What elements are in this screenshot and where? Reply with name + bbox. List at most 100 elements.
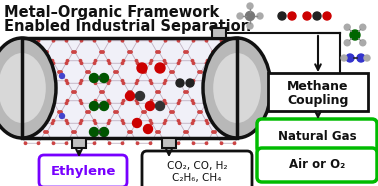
Circle shape <box>37 120 40 122</box>
Circle shape <box>86 71 88 73</box>
Circle shape <box>214 51 216 53</box>
Circle shape <box>52 80 55 82</box>
Circle shape <box>149 80 152 82</box>
Circle shape <box>90 73 99 83</box>
Circle shape <box>79 122 82 124</box>
Circle shape <box>51 122 54 124</box>
Circle shape <box>135 60 138 62</box>
Circle shape <box>214 131 216 133</box>
Circle shape <box>46 51 48 53</box>
Circle shape <box>344 40 350 46</box>
Circle shape <box>74 91 76 93</box>
Circle shape <box>186 51 188 53</box>
Circle shape <box>278 12 286 20</box>
Circle shape <box>135 122 138 124</box>
Circle shape <box>24 102 27 105</box>
Circle shape <box>136 62 139 65</box>
Circle shape <box>303 12 311 20</box>
Circle shape <box>52 40 55 42</box>
Circle shape <box>58 71 60 73</box>
Text: C₂H₆, CH₄: C₂H₆, CH₄ <box>172 173 222 183</box>
Text: Air or O₂: Air or O₂ <box>289 158 345 171</box>
Bar <box>22 38 237 138</box>
Circle shape <box>149 102 152 105</box>
Circle shape <box>212 131 214 133</box>
Ellipse shape <box>203 38 271 138</box>
Circle shape <box>65 40 68 42</box>
Circle shape <box>184 91 186 93</box>
Circle shape <box>219 122 222 124</box>
Circle shape <box>205 40 208 42</box>
Circle shape <box>155 63 165 73</box>
Circle shape <box>18 131 20 133</box>
Circle shape <box>24 80 27 82</box>
Circle shape <box>122 122 125 124</box>
Circle shape <box>192 80 195 82</box>
Circle shape <box>144 124 152 134</box>
Text: Coupling: Coupling <box>287 94 349 107</box>
Circle shape <box>24 142 27 145</box>
Circle shape <box>122 82 125 84</box>
Circle shape <box>150 82 153 84</box>
Circle shape <box>88 111 90 113</box>
Circle shape <box>51 100 54 102</box>
Circle shape <box>240 51 242 53</box>
Circle shape <box>220 40 223 42</box>
Circle shape <box>164 142 167 145</box>
Circle shape <box>149 62 152 65</box>
Circle shape <box>220 142 223 145</box>
Circle shape <box>80 62 83 65</box>
Circle shape <box>323 12 331 20</box>
Circle shape <box>24 120 27 122</box>
Circle shape <box>51 82 54 84</box>
Circle shape <box>80 142 83 145</box>
Circle shape <box>100 91 102 93</box>
Circle shape <box>32 71 34 73</box>
Circle shape <box>52 142 55 145</box>
Circle shape <box>46 131 48 133</box>
Circle shape <box>136 102 139 105</box>
Circle shape <box>200 111 202 113</box>
Circle shape <box>146 102 155 110</box>
Circle shape <box>163 122 166 124</box>
Circle shape <box>72 51 74 53</box>
FancyBboxPatch shape <box>142 151 252 186</box>
Circle shape <box>177 80 180 82</box>
Circle shape <box>220 80 223 82</box>
Circle shape <box>142 71 144 73</box>
Circle shape <box>364 55 370 61</box>
Circle shape <box>65 80 68 82</box>
Circle shape <box>163 82 166 84</box>
Circle shape <box>44 51 46 53</box>
Text: Ethylene: Ethylene <box>50 164 116 177</box>
Circle shape <box>94 60 97 62</box>
Circle shape <box>186 79 194 87</box>
Circle shape <box>357 54 365 62</box>
Circle shape <box>219 60 222 62</box>
Circle shape <box>192 142 195 145</box>
Circle shape <box>107 82 110 84</box>
Circle shape <box>46 91 48 93</box>
Circle shape <box>121 80 124 82</box>
Circle shape <box>192 102 195 105</box>
Circle shape <box>205 102 208 105</box>
Circle shape <box>191 122 194 124</box>
Circle shape <box>212 91 214 93</box>
Circle shape <box>163 60 166 62</box>
Circle shape <box>44 91 46 93</box>
Circle shape <box>220 62 223 65</box>
Circle shape <box>257 13 263 19</box>
Circle shape <box>219 82 222 84</box>
Circle shape <box>100 51 102 53</box>
Circle shape <box>186 131 188 133</box>
Circle shape <box>60 111 62 113</box>
Circle shape <box>186 91 188 93</box>
Circle shape <box>144 71 146 73</box>
Circle shape <box>93 102 96 105</box>
Circle shape <box>24 62 27 65</box>
Circle shape <box>93 120 96 122</box>
Circle shape <box>164 102 167 105</box>
Circle shape <box>79 82 82 84</box>
Circle shape <box>37 40 40 42</box>
Circle shape <box>192 40 195 42</box>
